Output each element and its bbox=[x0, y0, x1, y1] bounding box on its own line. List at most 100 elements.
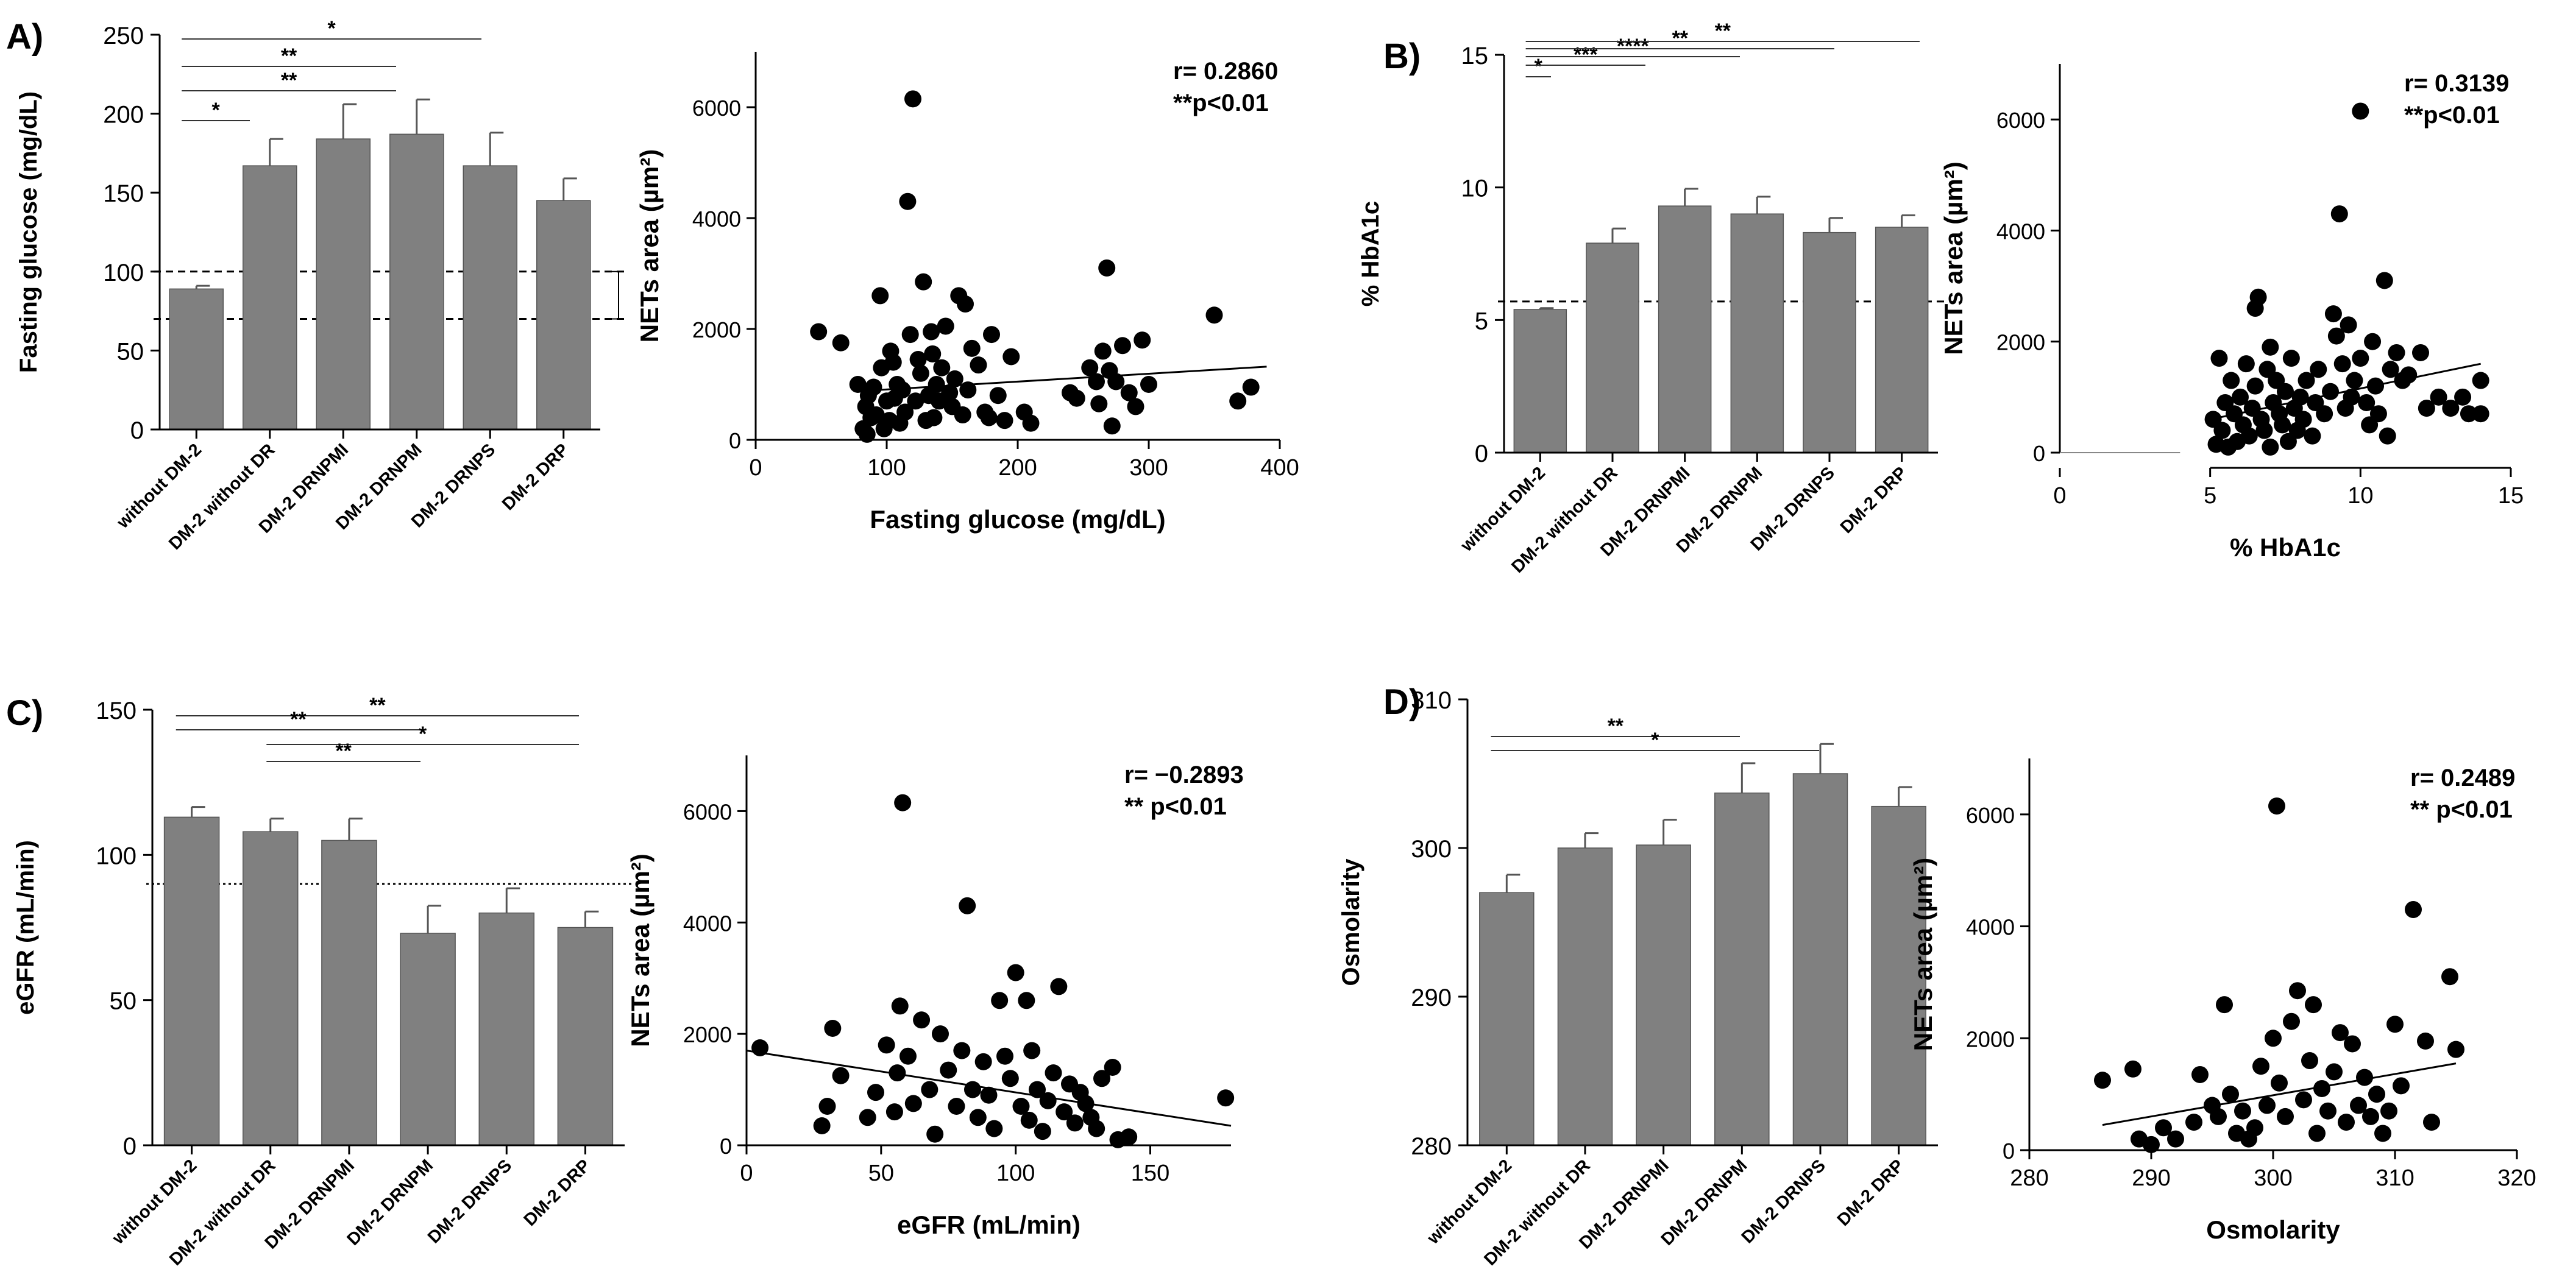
data-point bbox=[996, 412, 1013, 429]
y-tick-label: 6000 bbox=[1996, 108, 2045, 133]
y-tick-label: 0 bbox=[729, 428, 741, 453]
bar bbox=[1658, 205, 1712, 453]
data-point bbox=[954, 406, 971, 424]
data-point bbox=[1242, 378, 1260, 396]
data-point bbox=[1066, 1114, 1084, 1132]
x-tick-label: 100 bbox=[996, 1161, 1035, 1186]
bar bbox=[1513, 309, 1567, 453]
x-tick-label: 5 bbox=[2204, 483, 2216, 509]
data-point bbox=[970, 356, 987, 374]
significance-label: * bbox=[327, 17, 336, 40]
significance-label: ** bbox=[1715, 19, 1731, 43]
data-point bbox=[889, 1064, 906, 1082]
data-point bbox=[2472, 405, 2489, 423]
data-point bbox=[1007, 964, 1024, 981]
data-point bbox=[959, 381, 977, 399]
y-axis-label: NETs area (µm²) bbox=[1939, 161, 1968, 355]
correlation-annotation: ** p<0.01 bbox=[1124, 793, 1227, 820]
data-point bbox=[2447, 1041, 2464, 1058]
bar bbox=[243, 831, 299, 1146]
data-point bbox=[2283, 1012, 2300, 1030]
data-point bbox=[957, 295, 974, 313]
data-point bbox=[912, 364, 929, 382]
data-point bbox=[2271, 1074, 2288, 1092]
data-point bbox=[1120, 384, 1138, 401]
correlation-annotation: r= −0.2893 bbox=[1124, 761, 1244, 788]
data-point bbox=[1002, 348, 1020, 366]
data-point bbox=[948, 1098, 965, 1115]
y-axis-label: NETs area (µm²) bbox=[1909, 858, 1937, 1051]
significance-label: * bbox=[211, 99, 220, 122]
y-tick-label: 0 bbox=[1475, 440, 1488, 467]
data-point bbox=[2277, 383, 2294, 400]
data-point bbox=[1034, 1123, 1051, 1140]
data-point bbox=[2367, 377, 2384, 395]
data-point bbox=[974, 1053, 992, 1070]
bar bbox=[1875, 227, 1929, 453]
y-axis-label: Fasting glucose (mg/dL) bbox=[15, 91, 42, 373]
data-point bbox=[924, 345, 942, 362]
x-tick-label: 0 bbox=[749, 455, 762, 481]
significance-label: ** bbox=[369, 694, 386, 717]
x-tick-label: DM-2 DRP bbox=[499, 440, 573, 514]
data-point bbox=[2343, 388, 2360, 406]
data-point bbox=[2352, 102, 2369, 120]
x-tick-label: 200 bbox=[998, 455, 1037, 481]
data-point bbox=[885, 1103, 903, 1121]
data-point bbox=[2322, 383, 2339, 400]
data-point bbox=[1020, 1111, 1038, 1129]
data-point bbox=[909, 351, 927, 369]
significance-label: * bbox=[419, 723, 427, 746]
data-point bbox=[2301, 1052, 2318, 1070]
correlation-annotation: ** p<0.01 bbox=[2410, 796, 2513, 823]
data-point bbox=[818, 1098, 836, 1115]
data-point bbox=[858, 425, 876, 443]
data-point bbox=[2295, 1091, 2312, 1109]
data-point bbox=[2240, 427, 2258, 445]
panel-label: A) bbox=[6, 17, 43, 57]
data-point bbox=[2291, 388, 2309, 406]
x-tick-label: 320 bbox=[2497, 1165, 2536, 1191]
data-point bbox=[2368, 1086, 2385, 1103]
data-point bbox=[1088, 1120, 1105, 1137]
data-point bbox=[953, 1042, 971, 1059]
significance-label: *** bbox=[1574, 43, 1598, 66]
data-point bbox=[751, 1039, 769, 1056]
data-point bbox=[2210, 350, 2228, 367]
data-point bbox=[2094, 1072, 2111, 1089]
x-tick-label: 310 bbox=[2376, 1165, 2414, 1191]
data-point bbox=[923, 323, 940, 341]
x-axis-label: Fasting glucose (mg/dL) bbox=[870, 505, 1165, 534]
data-point bbox=[810, 323, 828, 341]
y-tick-label: 150 bbox=[96, 698, 137, 724]
x-tick-label: 10 bbox=[2347, 483, 2373, 509]
data-point bbox=[913, 1011, 931, 1029]
panel-label: B) bbox=[1383, 37, 1421, 76]
data-point bbox=[1029, 1081, 1046, 1098]
data-point bbox=[964, 1081, 981, 1098]
significance-label: ** bbox=[281, 69, 297, 92]
data-point bbox=[878, 1036, 895, 1054]
data-point bbox=[985, 1120, 1003, 1137]
data-point bbox=[2252, 1058, 2269, 1075]
data-point bbox=[2327, 327, 2345, 345]
data-point bbox=[2234, 1102, 2251, 1120]
data-point bbox=[2338, 1114, 2355, 1131]
bar bbox=[478, 912, 534, 1146]
data-point bbox=[2294, 411, 2312, 428]
y-tick-label: 2000 bbox=[1966, 1026, 2015, 1051]
data-point bbox=[2460, 405, 2477, 423]
data-point bbox=[2379, 427, 2396, 445]
y-tick-label: 2000 bbox=[683, 1022, 732, 1047]
data-point bbox=[2346, 372, 2363, 389]
y-tick-label: 6000 bbox=[692, 96, 741, 121]
data-point bbox=[2382, 361, 2399, 378]
significance-label: * bbox=[1651, 729, 1659, 752]
y-axis-label: NETs area (µm²) bbox=[635, 149, 664, 343]
data-point bbox=[926, 1125, 944, 1143]
data-point bbox=[2143, 1136, 2160, 1153]
data-point bbox=[2289, 982, 2306, 1000]
y-tick-label: 280 bbox=[1411, 1133, 1452, 1160]
